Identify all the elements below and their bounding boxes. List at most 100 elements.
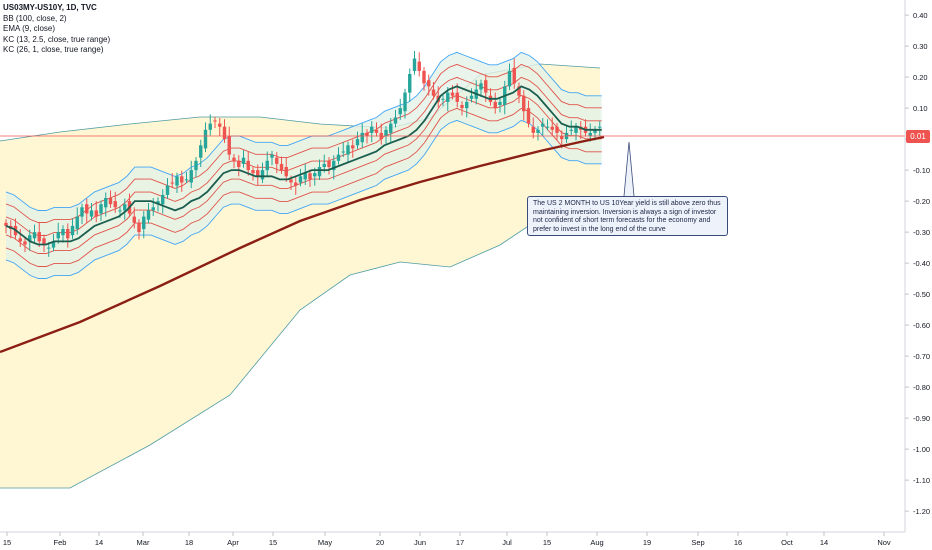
bb-lower-line — [0, 199, 601, 489]
candle-body — [341, 151, 345, 153]
candle-body — [398, 108, 402, 115]
annotation-pointer — [623, 141, 635, 197]
candle-body — [322, 163, 326, 167]
candle-body — [104, 198, 108, 208]
candle-body — [370, 126, 374, 133]
candle-body — [346, 145, 350, 155]
candle-body — [4, 222, 8, 226]
indicator-ema[interactable]: EMA (9, close) — [3, 24, 56, 33]
candle-body — [384, 129, 388, 136]
x-tick-label: 15 — [543, 538, 551, 547]
candle-body — [560, 136, 564, 140]
candle-body — [151, 207, 155, 211]
annotation-callout[interactable]: The US 2 MONTH to US 10Year yield is sti… — [527, 196, 728, 236]
candle-body — [498, 101, 502, 105]
candle-body — [545, 126, 550, 128]
last-price-tag: 0.01 — [906, 130, 930, 143]
candle-body — [336, 154, 341, 161]
x-tick-label: 20 — [376, 538, 384, 547]
candle-body — [408, 74, 412, 93]
x-tick-label: Jun — [414, 538, 426, 547]
candle-body — [218, 123, 222, 127]
candle-body — [536, 129, 540, 133]
candle-body — [142, 216, 146, 229]
x-tick-label: 14 — [820, 538, 828, 547]
candle-body — [189, 170, 193, 183]
candle-body — [37, 232, 41, 242]
kc13-upper-line — [5, 51, 602, 211]
x-tick-label: 15 — [269, 538, 277, 547]
y-tick-label: -0.80 — [913, 383, 930, 392]
candle-body — [512, 67, 516, 84]
candle-body — [484, 80, 488, 93]
candle-body — [89, 210, 94, 217]
candle-body — [75, 216, 79, 229]
x-tick-label: 19 — [643, 538, 651, 547]
candle-body — [412, 58, 417, 71]
candle-body — [446, 92, 450, 102]
y-tick-label: 0.30 — [913, 42, 928, 51]
candle-body — [146, 210, 151, 220]
indicator-bb[interactable]: BB (100, close, 2) — [3, 13, 67, 23]
candle-body — [374, 129, 379, 133]
candle-body — [317, 167, 322, 177]
x-axis[interactable]: 15 Feb 14 Mar 18 Apr 15 May 20 Jun 17 Jul 15 Aug 19 Sep… — [3, 532, 891, 547]
candle-body — [118, 210, 122, 212]
candle-body — [593, 129, 597, 133]
y-tick-label: 0.10 — [913, 104, 928, 113]
candle-body — [431, 89, 436, 96]
candle-body — [85, 204, 89, 214]
x-tick-label: Sep — [691, 538, 704, 547]
y-tick-label: -0.20 — [913, 197, 930, 206]
candle-body — [180, 176, 184, 183]
candle-body — [275, 157, 279, 164]
candle-body — [237, 160, 241, 167]
y-tick-label: -0.40 — [913, 259, 930, 268]
candle-body — [165, 185, 170, 195]
candle-body — [598, 126, 602, 128]
candle-body — [132, 216, 136, 223]
y-axis[interactable]: 0.400.300.200.100.00-0.10-0.20-0.30-0.40… — [905, 11, 930, 516]
candle-body — [42, 238, 46, 245]
candle-body — [403, 92, 407, 112]
symbol-title[interactable]: US03MY-US10Y, 1D, TVC — [3, 3, 97, 12]
candle-body — [156, 201, 160, 205]
candle-body — [51, 241, 56, 248]
y-tick-label: -0.70 — [913, 352, 930, 361]
candle-body — [517, 86, 521, 96]
x-tick-label: Aug — [590, 538, 603, 547]
candle-body — [588, 132, 592, 136]
candle-body — [70, 225, 75, 236]
x-tick-label: Nov — [877, 538, 891, 547]
indicator-kc-13[interactable]: KC (13, 2.5, close, true range) — [3, 34, 111, 44]
candle-body — [289, 179, 293, 183]
callout-pointer — [623, 141, 635, 197]
candle-body — [80, 207, 84, 217]
candle-body — [469, 95, 474, 99]
candle-body — [441, 98, 445, 100]
candle-body — [208, 123, 212, 130]
candle-body — [569, 129, 573, 131]
candle-body — [175, 176, 179, 186]
x-tick-label: May — [318, 538, 332, 547]
candle-body — [389, 123, 393, 133]
x-tick-label: Jul — [502, 538, 512, 547]
candle-body — [455, 92, 459, 102]
y-tick-label: -1.20 — [913, 507, 930, 516]
y-tick-label: -0.90 — [913, 414, 930, 423]
candle-body — [184, 179, 189, 181]
candle-body — [222, 126, 227, 140]
candle-body — [246, 160, 250, 171]
chart-legend: US03MY-US10Y, 1D, TVC BB (100, close, 2)… — [3, 3, 110, 56]
candle-body — [393, 117, 398, 124]
candle-body — [298, 176, 303, 183]
indicator-kc-26[interactable]: KC (26, 1, close, true range) — [3, 45, 104, 54]
candle-body — [137, 222, 141, 233]
x-tick-label: Oct — [781, 538, 794, 547]
candle-body — [422, 70, 426, 84]
x-tick-label: 18 — [185, 538, 193, 547]
candle-body — [574, 126, 578, 133]
candle-body — [123, 204, 127, 211]
candle-body — [194, 160, 198, 171]
